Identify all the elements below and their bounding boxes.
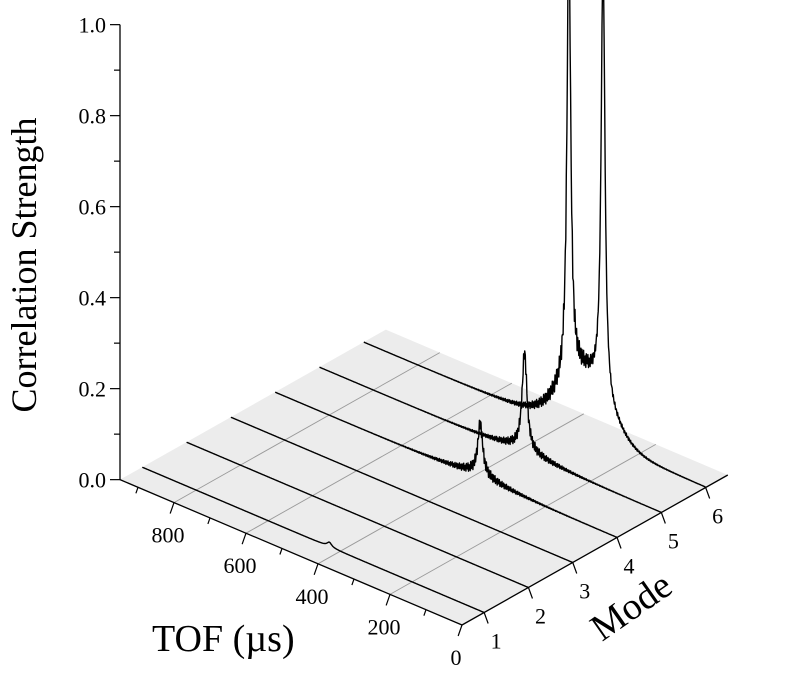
tof-major-tick <box>457 624 463 637</box>
z-tick-label: 0.2 <box>79 377 107 402</box>
tof-axis: 0 200 400 600 800 <box>119 479 463 670</box>
mode-tick-label: 3 <box>579 579 590 604</box>
z-axis: 0.0 0.2 0.4 0.6 0.8 1.0 <box>79 13 121 493</box>
tof-minor-tick <box>207 517 211 525</box>
grid-line-tof-800 <box>173 352 441 503</box>
trace-mode-3 <box>230 416 574 564</box>
mode-axis: 1 2 3 4 5 6 <box>461 474 729 654</box>
tof-tick-label: 800 <box>152 523 185 548</box>
z-tick-label: 0.0 <box>79 468 107 493</box>
grid-line-tof-400 <box>317 413 585 565</box>
tof-major-tick <box>241 533 247 545</box>
tof-major-tick <box>313 563 319 575</box>
mode-traces <box>141 0 706 614</box>
tof-tick-label: 200 <box>368 614 401 639</box>
floor-grid <box>173 352 657 595</box>
chart-floor <box>120 329 728 625</box>
trace-mode-6 <box>363 0 706 488</box>
mode-tick-label: 6 <box>712 504 723 529</box>
trace-mode-2 <box>186 441 529 589</box>
z-tick-label: 0.8 <box>79 104 107 129</box>
mode-tick <box>527 587 534 599</box>
floor-plane <box>120 329 728 625</box>
z-tick-label: 0.4 <box>79 286 107 311</box>
trace-mode-4 <box>274 391 618 539</box>
mode-tick <box>572 562 578 574</box>
mode-tick-label: 5 <box>668 529 679 554</box>
mode-tick-label: 4 <box>624 554 635 579</box>
tof-tick-label: 400 <box>296 584 329 609</box>
mode-tick-label: 1 <box>491 629 502 654</box>
z-tick-label: 0.6 <box>79 195 107 220</box>
tof-major-tick <box>385 594 391 606</box>
mode-tick <box>660 512 666 524</box>
tof-axis-line <box>119 479 463 626</box>
trace-mode-5 <box>319 350 662 514</box>
mode-axis-line <box>461 474 729 626</box>
tof-minor-tick <box>279 548 283 555</box>
trace-mode-1 <box>141 466 485 614</box>
mode-tick <box>483 612 489 624</box>
z-tick-label: 1.0 <box>79 13 107 38</box>
grid-line-tof-200 <box>389 444 657 595</box>
tof-major-tick <box>169 502 175 514</box>
mode-tick <box>616 537 622 549</box>
tof-axis-label: TOF (µs) <box>152 618 295 660</box>
tof-minor-tick <box>351 578 355 586</box>
mode-tick <box>705 487 711 499</box>
tof-tick-label: 0 <box>451 645 462 670</box>
z-axis-label: Correlation Strength <box>4 118 44 413</box>
grid-line-tof-600 <box>245 382 513 534</box>
tof-minor-tick <box>423 609 427 616</box>
tof-minor-tick <box>135 487 139 494</box>
tof-tick-label: 600 <box>224 553 257 578</box>
mode-tick-label: 2 <box>535 604 546 629</box>
